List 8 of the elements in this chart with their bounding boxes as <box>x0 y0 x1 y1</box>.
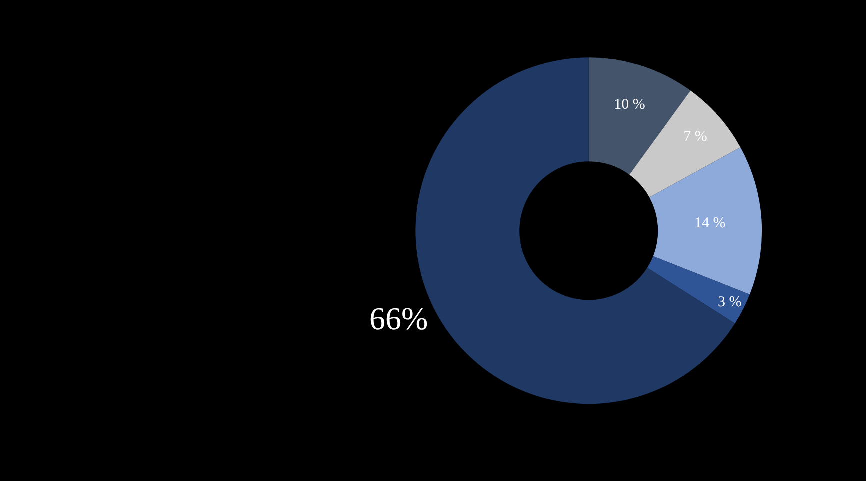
data-label: 3 % <box>718 294 742 311</box>
donut-slice <box>630 90 741 198</box>
donut-slice <box>588 58 691 175</box>
data-label: 14 % <box>694 215 726 232</box>
data-label: 10 % <box>614 97 646 114</box>
data-label: 66% <box>369 300 428 336</box>
donut-slice <box>650 147 762 295</box>
donut-slice <box>647 256 750 324</box>
